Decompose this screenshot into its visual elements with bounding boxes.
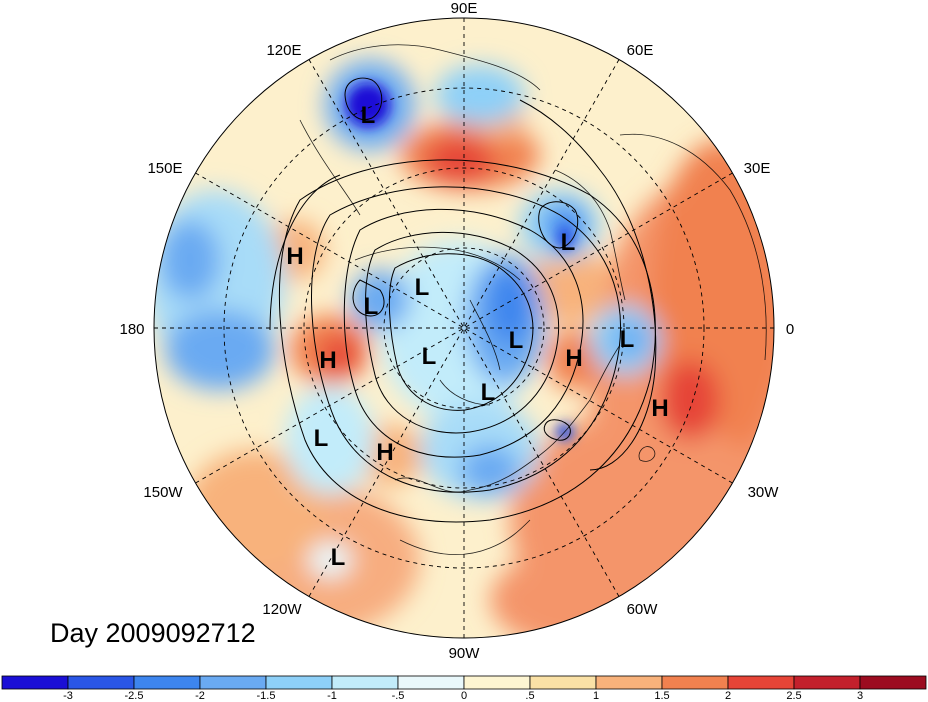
colorbar-tick-label: .5: [525, 690, 534, 702]
lon-label-90e: 90E: [451, 0, 478, 17]
high-marker: H: [651, 395, 668, 422]
colorbar-tick-label: 3: [857, 690, 863, 702]
pressure-system-markers: L L L L L L L L L L H H H H H L: [286, 102, 668, 571]
colorbar-swatch: [67, 675, 135, 690]
low-marker: L: [361, 102, 376, 129]
coastlines: [299, 44, 767, 556]
map-boundary: [153, 17, 775, 639]
lon-label-0: 0: [786, 321, 794, 338]
graticule: [154, 18, 774, 638]
colorbar-tick-label: 2.5: [786, 690, 801, 702]
colorbar-tick-labels: -3 -2.5 -2 -1.5 -1 -.5 0 .5 1 1.5 2 2.5 3: [63, 690, 863, 702]
colorbar-tick-label: -2.5: [125, 690, 144, 702]
colorbar: [1, 675, 927, 690]
colorbar-tick-label: 0: [461, 690, 467, 702]
low-marker: L: [415, 274, 430, 301]
height-contours: [269, 77, 657, 523]
low-marker: L: [620, 326, 635, 353]
colorbar-swatch: [331, 675, 399, 690]
colorbar-swatch: [529, 675, 597, 690]
colorbar-tick-label: -1: [327, 690, 337, 702]
lon-label-120w: 120W: [262, 601, 302, 618]
lon-label-90w: 90W: [449, 645, 481, 662]
colorbar-tick-label: -1.5: [257, 690, 276, 702]
high-marker: H: [286, 243, 303, 270]
low-marker: L: [561, 229, 576, 256]
lon-label-150w: 150W: [143, 484, 183, 501]
low-marker: L: [481, 379, 496, 406]
colorbar-tick-label: -3: [63, 690, 73, 702]
colorbar-swatch: [199, 675, 267, 690]
colorbar-tick-label: -2: [195, 690, 205, 702]
colorbar-swatch: [661, 675, 729, 690]
longitude-labels: 90E 120E 60E 150E 30E 180 0 150W 30W 120…: [119, 0, 794, 662]
high-marker: H: [376, 439, 393, 466]
colorbar-tick-label: 2: [725, 690, 731, 702]
low-marker: L: [509, 327, 524, 354]
day-title: Day 2009092712: [50, 618, 256, 648]
low-marker: L: [314, 425, 329, 452]
colorbar-swatch: [133, 675, 201, 690]
lon-label-60e: 60E: [627, 42, 654, 59]
colorbar-swatch: [1, 675, 69, 690]
low-marker: L: [422, 343, 437, 370]
colorbar-swatch: [595, 675, 663, 690]
colorbar-tick-label: 1: [593, 690, 599, 702]
lon-label-30e: 30E: [744, 160, 771, 177]
anomaly-field: [154, 18, 774, 638]
colorbar-swatch: [265, 675, 333, 690]
low-marker: L: [331, 544, 346, 571]
lon-label-150e: 150E: [147, 160, 182, 177]
colorbar-swatch: [727, 675, 795, 690]
colorbar-tick-label: -.5: [392, 690, 405, 702]
lon-label-30w: 30W: [748, 484, 780, 501]
high-marker: H: [319, 347, 336, 374]
colorbar-swatch: [397, 675, 465, 690]
lon-label-120e: 120E: [266, 42, 301, 59]
high-marker: H: [565, 345, 582, 372]
lon-label-180: 180: [119, 321, 144, 338]
colorbar-swatch: [463, 675, 531, 690]
low-marker: L: [364, 293, 379, 320]
colorbar-swatch: [859, 675, 927, 690]
lon-label-60w: 60W: [627, 601, 659, 618]
colorbar-swatch: [793, 675, 861, 690]
colorbar-tick-label: 1.5: [654, 690, 669, 702]
